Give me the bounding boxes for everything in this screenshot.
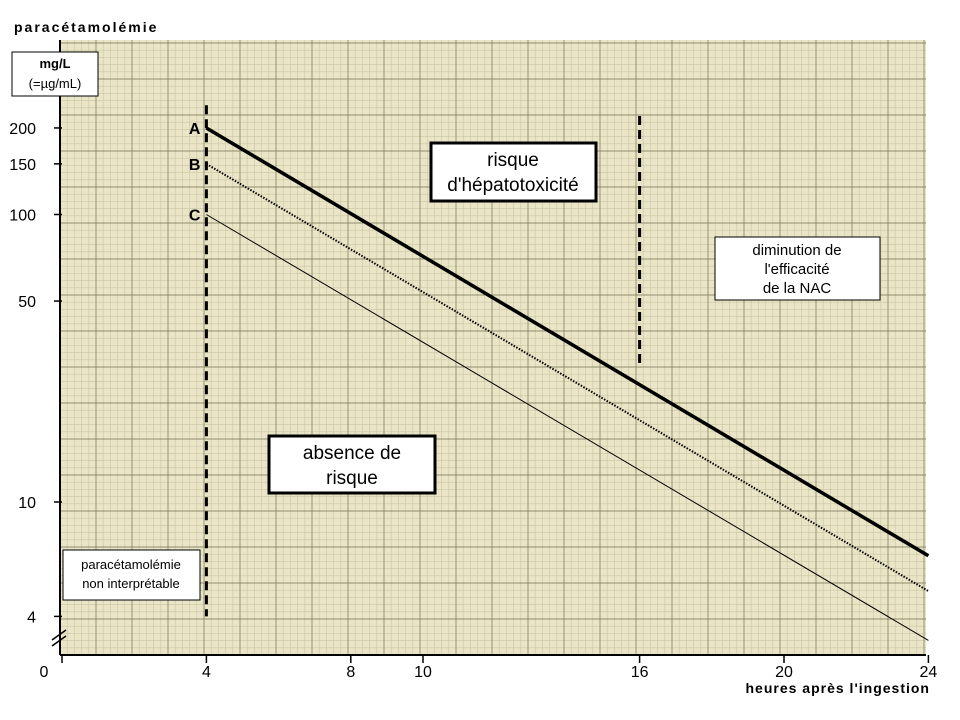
unit-box: mg/L (=µg/mL) (11, 51, 99, 97)
y-unit-label: mg/L (39, 56, 70, 71)
x-tick-label: 10 (414, 664, 432, 681)
y-tick-label: 100 (9, 208, 36, 225)
x-tick-label: 8 (346, 664, 355, 681)
y-tick-label: 10 (18, 495, 36, 512)
annotation-no-risk: absence de risque (267, 434, 437, 495)
x-axis-label: heures après l'ingestion (746, 680, 931, 696)
x-tick-label: 24 (920, 664, 938, 681)
svg-text:paracétamolémie: paracétamolémie (81, 557, 181, 572)
series-line-A (205, 126, 930, 558)
svg-text:absence de: absence de (303, 443, 401, 464)
series-label-B: B (189, 157, 201, 174)
svg-text:non interprétable: non interprétable (82, 576, 180, 591)
chart-title: paracétamolémie (14, 19, 158, 35)
y-tick-label: 150 (9, 157, 36, 174)
x-tick-label: 0 (40, 664, 49, 681)
axes (51, 40, 926, 656)
x-tick-label: 4 (202, 664, 211, 681)
svg-text:risque: risque (487, 150, 539, 171)
series-label-C: C (189, 208, 201, 225)
x-tick-label: 20 (775, 664, 793, 681)
svg-text:l'efficacité: l'efficacité (764, 261, 829, 278)
annotation-hepatotoxicity: risque d'hépatotoxicité (429, 141, 598, 203)
annotation-not-interpretable: paracétamolémie non interprétable (62, 549, 201, 601)
x-tick-label: 16 (631, 664, 649, 681)
series-line-C (206, 214, 929, 641)
series-label-A: A (189, 121, 201, 138)
svg-text:de la NAC: de la NAC (763, 280, 832, 297)
annotation-nac-efficacy: diminution de l'efficacité de la NAC (714, 236, 881, 301)
y-tick-label: 50 (18, 294, 36, 311)
y-unit-alt-label: (=µg/mL) (29, 76, 82, 91)
reference-lines (204, 105, 642, 617)
y-tick-label: 4 (27, 609, 36, 626)
y-tick-label: 200 (9, 121, 36, 138)
axis-break-mark (51, 629, 67, 647)
series-labels: A B C (189, 121, 201, 225)
y-tick-labels: 200 150 100 50 10 4 (9, 121, 62, 626)
svg-text:diminution de: diminution de (752, 242, 841, 259)
svg-text:d'hépatotoxicité: d'hépatotoxicité (447, 175, 578, 196)
series-lines (205, 126, 930, 641)
series-line-B (205, 163, 929, 592)
svg-text:risque: risque (326, 468, 378, 489)
x-tick-labels: 0 4 8 10 16 20 24 (40, 655, 938, 681)
